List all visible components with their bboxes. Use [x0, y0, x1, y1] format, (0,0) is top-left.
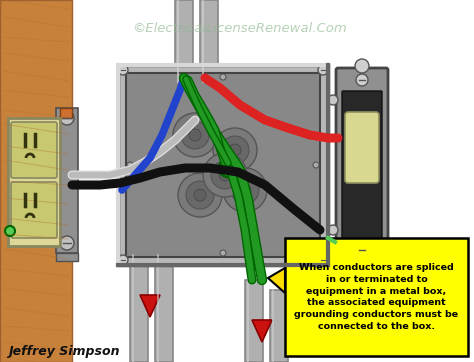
Circle shape	[229, 144, 241, 156]
Circle shape	[318, 65, 328, 75]
Circle shape	[194, 189, 206, 201]
Circle shape	[328, 225, 338, 235]
Polygon shape	[200, 0, 218, 82]
Polygon shape	[155, 255, 173, 362]
FancyBboxPatch shape	[336, 68, 388, 262]
Circle shape	[328, 95, 338, 105]
Polygon shape	[60, 108, 72, 118]
Circle shape	[5, 226, 15, 236]
Polygon shape	[126, 73, 320, 257]
Circle shape	[318, 255, 328, 265]
Text: Jeffrey Simpson: Jeffrey Simpson	[8, 345, 119, 358]
Circle shape	[203, 153, 247, 197]
Polygon shape	[270, 290, 288, 362]
Circle shape	[213, 128, 257, 172]
Polygon shape	[56, 108, 78, 253]
Circle shape	[219, 169, 231, 181]
Circle shape	[186, 181, 214, 209]
Circle shape	[313, 162, 319, 168]
Circle shape	[355, 257, 369, 271]
Circle shape	[219, 159, 237, 177]
Circle shape	[178, 173, 222, 217]
Circle shape	[355, 59, 369, 73]
FancyBboxPatch shape	[342, 91, 382, 239]
Circle shape	[173, 113, 217, 157]
Circle shape	[231, 176, 259, 204]
FancyBboxPatch shape	[345, 112, 379, 183]
Polygon shape	[130, 255, 148, 362]
Circle shape	[220, 250, 226, 256]
Polygon shape	[8, 118, 60, 246]
Circle shape	[60, 236, 74, 250]
Circle shape	[239, 184, 251, 196]
Polygon shape	[268, 268, 285, 293]
FancyBboxPatch shape	[11, 122, 57, 178]
Polygon shape	[245, 280, 263, 362]
Circle shape	[221, 136, 249, 164]
Text: When conductors are spliced
in or terminated to
equipment in a metal box,
the as: When conductors are spliced in or termin…	[294, 263, 458, 331]
Polygon shape	[175, 0, 193, 82]
Circle shape	[220, 74, 226, 80]
Circle shape	[356, 244, 368, 256]
Text: ©ElectricalLicenseRenewal.Com: ©ElectricalLicenseRenewal.Com	[133, 21, 347, 34]
Polygon shape	[285, 238, 468, 356]
Polygon shape	[56, 253, 78, 261]
Circle shape	[127, 162, 133, 168]
Polygon shape	[252, 320, 272, 342]
Polygon shape	[118, 65, 328, 265]
Circle shape	[181, 121, 209, 149]
Circle shape	[60, 111, 74, 125]
Circle shape	[118, 65, 128, 75]
Circle shape	[189, 129, 201, 141]
Circle shape	[223, 168, 267, 212]
Polygon shape	[0, 0, 72, 362]
FancyBboxPatch shape	[11, 182, 57, 238]
Circle shape	[118, 255, 128, 265]
Circle shape	[211, 161, 239, 189]
Circle shape	[356, 74, 368, 86]
Polygon shape	[140, 295, 160, 317]
